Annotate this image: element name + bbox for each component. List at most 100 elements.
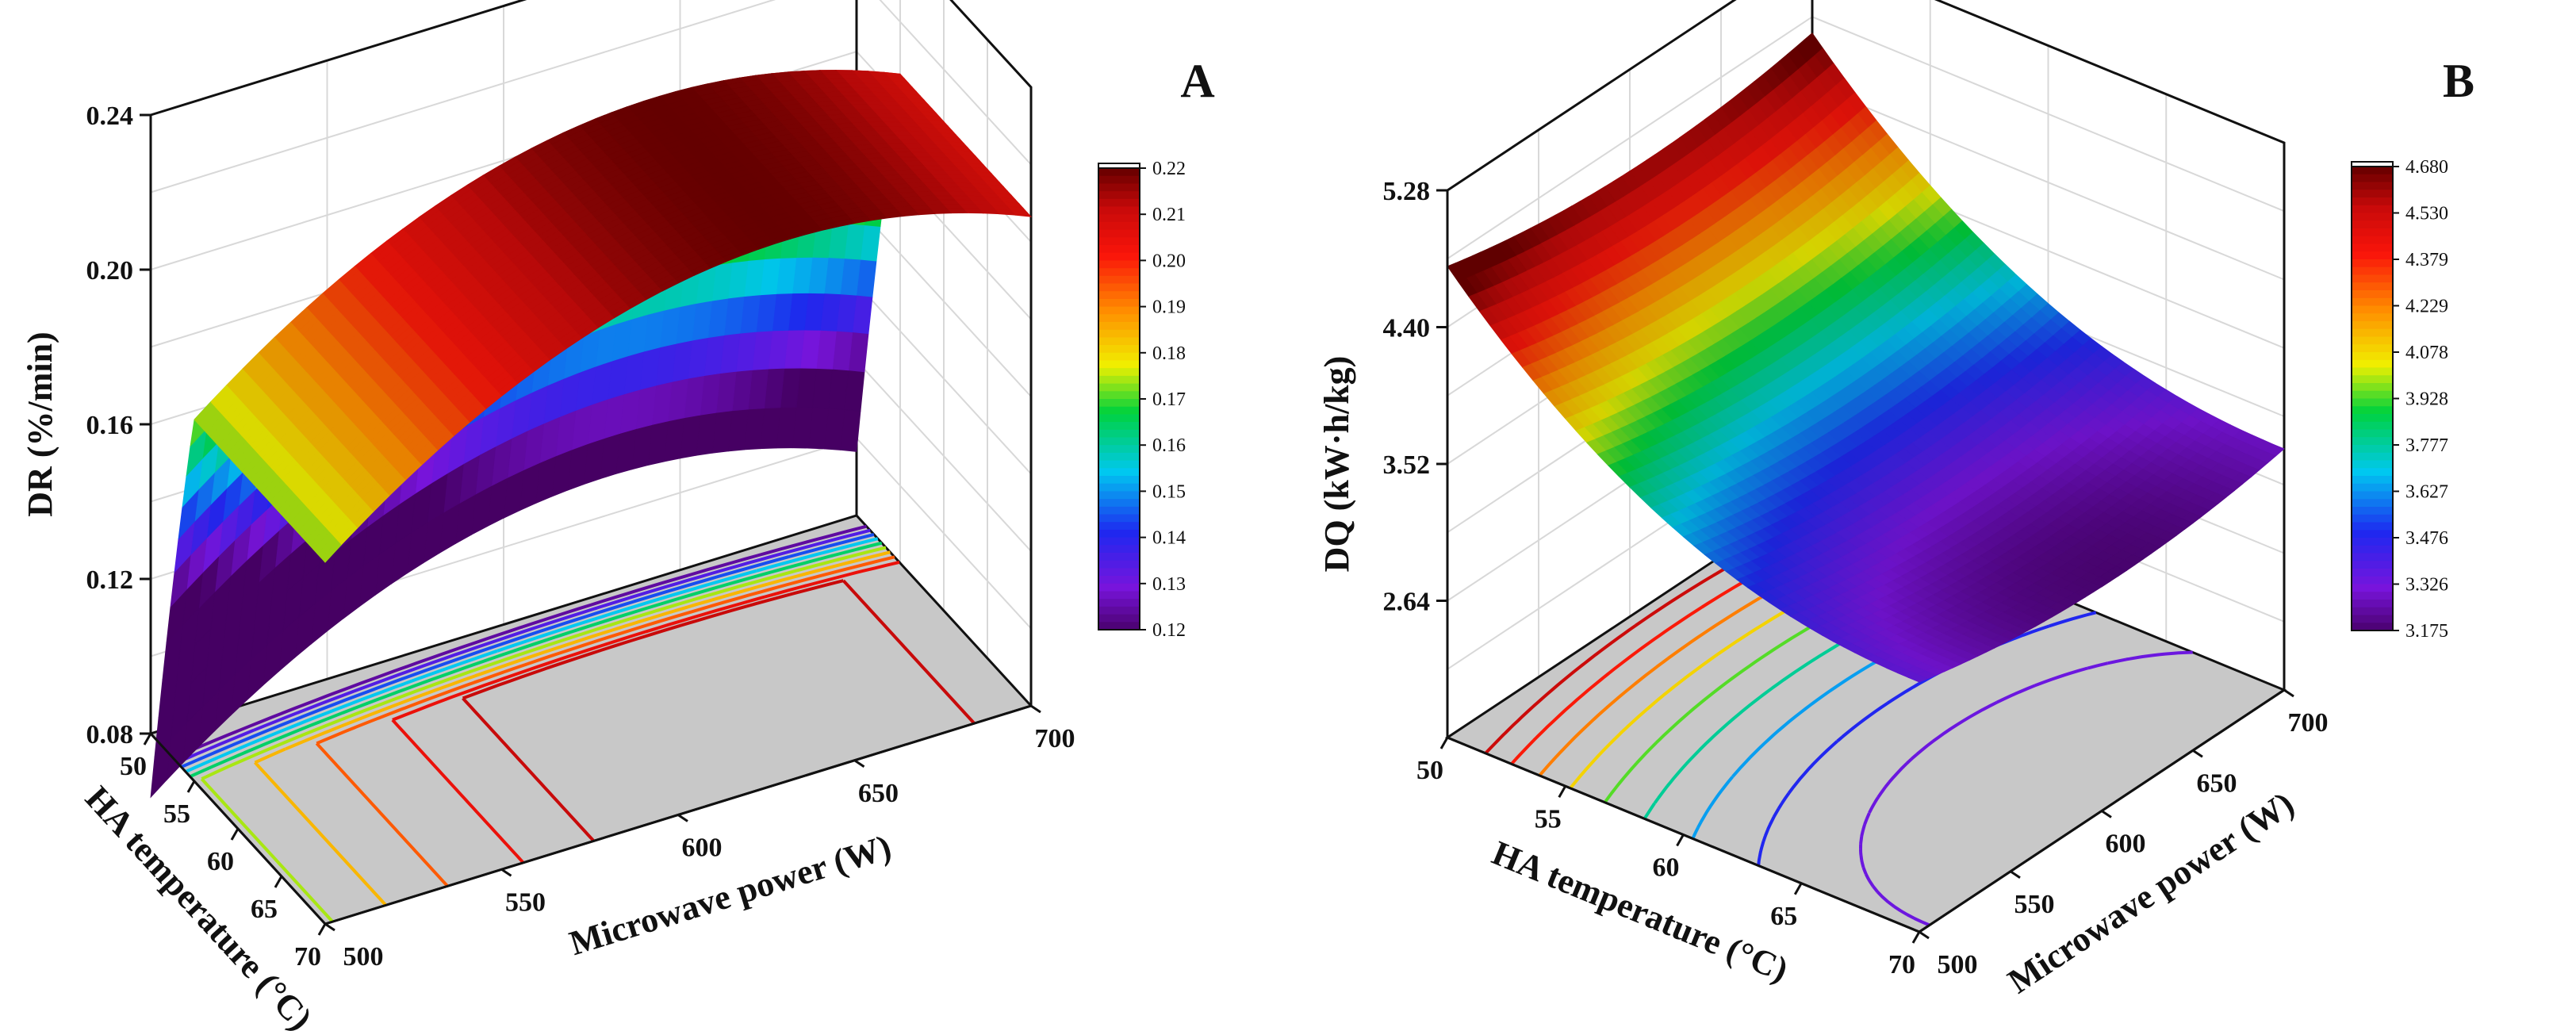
- colorbar-band: [2352, 600, 2393, 608]
- colorbar-band: [1098, 422, 1140, 431]
- colorbar-band: [2352, 607, 2393, 616]
- colorbar-band: [1098, 576, 1140, 584]
- contour-line: [462, 579, 976, 842]
- colorbar-band: [2352, 414, 2393, 423]
- x-tick: [143, 733, 152, 745]
- z-tick-label: 0.24: [86, 102, 134, 131]
- colorbar-band: [2352, 313, 2393, 322]
- colorbar-tick-label: 0.21: [1152, 205, 1186, 225]
- tick-labels: 50 55 60 65 70 500 550 600 650 700 0.08 0.12 0.16 0.2…: [86, 102, 1075, 972]
- colorbar-band: [2352, 282, 2393, 291]
- colorbar-band: [2352, 514, 2393, 523]
- colorbar-band: [2352, 243, 2393, 253]
- x-tick-label: 60: [207, 847, 234, 876]
- colorbar-band: [1098, 553, 1140, 561]
- colorbar-band: [1098, 291, 1140, 300]
- z-tick-label: 5.28: [1383, 177, 1431, 206]
- colorbar-band: [2352, 205, 2393, 214]
- colorbar-band: [2352, 352, 2393, 361]
- colorbar-band: [1098, 606, 1140, 615]
- colorbar-tick-label: 3.928: [2405, 389, 2448, 410]
- surface-patch: [320, 540, 342, 563]
- contour-line: [185, 537, 879, 773]
- y-tick: [2010, 870, 2021, 879]
- x-tick: [186, 780, 196, 793]
- y-tick: [2192, 749, 2203, 758]
- surface-patch: [1907, 673, 1929, 683]
- colorbar-band: [2352, 460, 2393, 470]
- colorbar-band: [2352, 259, 2393, 268]
- y-tick-label: 600: [682, 834, 723, 863]
- colorbar-band: [1098, 452, 1140, 462]
- colorbar-band: [2352, 538, 2393, 546]
- colorbar-band: [2352, 507, 2393, 516]
- colorbar-band: [2352, 190, 2393, 198]
- colorbar-band: [2352, 390, 2393, 400]
- y-tick: [1919, 930, 1930, 940]
- colorbar-band: [2352, 468, 2393, 477]
- colorbar-band: [2352, 592, 2393, 600]
- colorbar-tick-label: 0.22: [1152, 159, 1186, 179]
- colorbar-band: [1098, 329, 1140, 339]
- colorbar-tick-label: 0.19: [1152, 297, 1186, 318]
- colorbar-band: [1098, 337, 1140, 346]
- colorbar-tick-label: 4.379: [2405, 250, 2448, 270]
- colorbar-tick-label: 0.12: [1152, 620, 1186, 641]
- colorbar-band: [1098, 406, 1140, 416]
- colorbar-tick-label: 0.16: [1152, 435, 1186, 456]
- colorbar-band: [1098, 622, 1140, 630]
- contour-line: [176, 528, 871, 765]
- colorbar-band: [2352, 530, 2393, 538]
- colorbar-band: [2352, 406, 2393, 415]
- y-tick-label: 600: [2106, 830, 2146, 859]
- colorbar-band: [1098, 599, 1140, 607]
- colorbar-band: [2352, 197, 2393, 206]
- colorbar-band: [1098, 322, 1140, 331]
- colorbar-band: [2352, 305, 2393, 315]
- colorbar-band: [2352, 569, 2393, 577]
- colorbar-band: [1098, 198, 1140, 208]
- y-tick: [677, 814, 688, 822]
- contour-line: [189, 541, 883, 779]
- y-tick-label: 550: [505, 887, 546, 917]
- y-tick-label: 650: [858, 779, 899, 808]
- colorbar-band: [2352, 452, 2393, 462]
- colorbar-band: [2352, 398, 2393, 408]
- x-tick: [1676, 834, 1685, 847]
- colorbar-band: [2352, 615, 2393, 624]
- x-tick: [1793, 883, 1803, 895]
- colorbar-band: [1098, 391, 1140, 400]
- x-tick: [1911, 931, 1921, 944]
- z-tick-label: 0.20: [86, 256, 134, 286]
- colorbar-band: [1098, 560, 1140, 569]
- colorbar-tick-label: 0.17: [1152, 389, 1186, 410]
- colorbar-band: [2352, 174, 2393, 183]
- contour-line: [254, 550, 891, 906]
- colorbar-band: [2352, 383, 2393, 392]
- colorbar-band: [1098, 214, 1140, 223]
- colorbar-band: [2352, 576, 2393, 585]
- contour-line: [180, 532, 875, 768]
- z-tick-label: 0.16: [86, 411, 134, 440]
- colorbar-band: [1098, 491, 1140, 500]
- colorbar-band: [2352, 623, 2393, 631]
- x-tick-label: 65: [1770, 902, 1797, 931]
- colorbar-band: [1098, 275, 1140, 285]
- colorbar-band: [2352, 274, 2393, 284]
- floor-contours: [172, 524, 976, 923]
- contour-line: [200, 546, 887, 923]
- colorbar-band: [1098, 591, 1140, 600]
- y-axis-title: Microwave power (W): [565, 827, 895, 963]
- y-tick-label: 550: [2014, 890, 2055, 919]
- colorbar-band: [2352, 266, 2393, 276]
- colorbar-band: [2352, 561, 2393, 569]
- colorbar-band: [1098, 314, 1140, 323]
- colorbar-band: [2352, 522, 2393, 531]
- colorbar-tick-label: 3.627: [2405, 482, 2448, 503]
- colorbar-band: [2352, 182, 2393, 191]
- colorbar-band: [2352, 344, 2393, 353]
- colorbar-tick-label: 0.20: [1152, 251, 1186, 271]
- colorbar-band: [1098, 283, 1140, 292]
- colorbar-band: [2352, 584, 2393, 593]
